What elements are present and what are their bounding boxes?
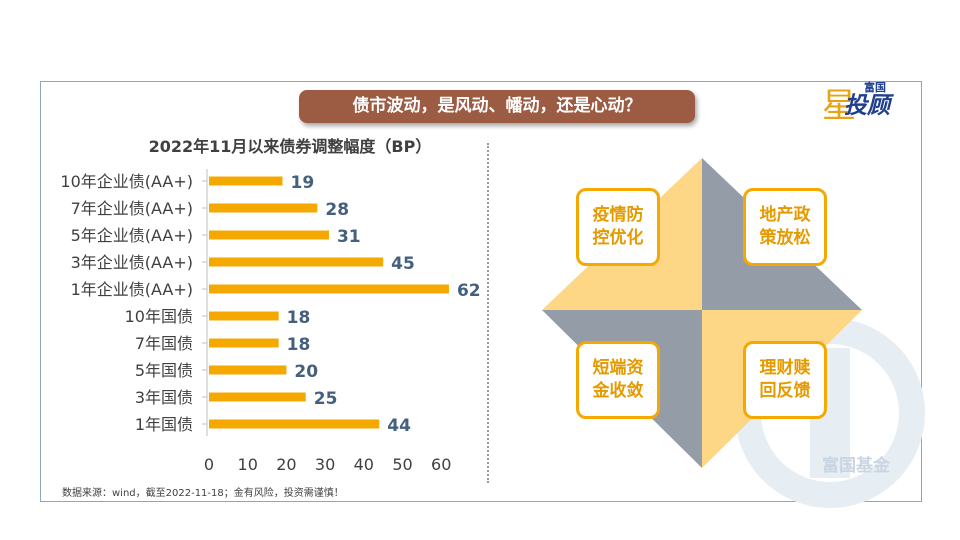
- data-label: 18: [287, 308, 311, 328]
- card-property: 地产政 策放松: [743, 188, 827, 266]
- bar: [209, 257, 384, 267]
- category-label: 10年企业债(AA+): [60, 172, 193, 191]
- data-label: 25: [314, 389, 338, 409]
- category-label: 5年国债: [135, 361, 193, 380]
- bar: [209, 338, 279, 348]
- chart-title: 2022年11月以来债券调整幅度（BP）: [148, 137, 432, 156]
- category-label: 3年企业债(AA+): [71, 253, 193, 272]
- star-icon: 星: [822, 86, 856, 126]
- data-label: 31: [337, 227, 361, 247]
- bar: [209, 284, 449, 294]
- category-label: 10年国债: [125, 307, 193, 326]
- title-banner: 债市波动，是风动、幡动，还是心动？: [299, 90, 695, 123]
- x-tick-label: 40: [354, 455, 374, 474]
- bar: [209, 230, 329, 240]
- data-label: 19: [291, 173, 315, 193]
- watermark-text: 富国基金: [822, 456, 890, 476]
- card-wealth-redemption: 理财赎 回反馈: [743, 341, 827, 419]
- bar: [209, 365, 287, 375]
- bar: [209, 176, 283, 186]
- x-tick-label: 0: [204, 455, 214, 474]
- bar: [209, 311, 279, 321]
- card-liquidity: 短端资 金收敛: [576, 341, 660, 419]
- logo-small-text: 富国: [864, 81, 886, 94]
- x-tick-label: 20: [276, 455, 296, 474]
- category-label: 7年国债: [135, 334, 193, 353]
- category-label: 1年企业债(AA+): [71, 280, 193, 299]
- bar: [209, 392, 306, 402]
- bar: [209, 203, 318, 213]
- category-label: 1年国债: [135, 415, 193, 434]
- category-label: 5年企业债(AA+): [71, 226, 193, 245]
- data-label: 45: [391, 254, 415, 274]
- category-label: 3年国债: [135, 388, 193, 407]
- data-label: 20: [294, 362, 318, 382]
- x-tick-label: 30: [315, 455, 335, 474]
- brand-logo: 星 富国 投顾: [822, 79, 912, 127]
- data-label: 62: [457, 281, 481, 301]
- category-label: 7年企业债(AA+): [71, 199, 193, 218]
- card-epidemic: 疫情防 控优化: [576, 188, 660, 266]
- source-note: 数据来源：wind，截至2022-11-18；金有风险，投资需谨慎！: [62, 488, 344, 499]
- data-label: 44: [387, 416, 411, 436]
- bar: [209, 419, 380, 429]
- divider: [487, 143, 489, 483]
- x-tick-label: 60: [431, 455, 451, 474]
- data-label: 18: [287, 335, 311, 355]
- logo-main-text: 投顾: [844, 93, 890, 119]
- x-tick-label: 10: [238, 455, 258, 474]
- x-tick-label: 50: [392, 455, 412, 474]
- data-label: 28: [325, 200, 349, 220]
